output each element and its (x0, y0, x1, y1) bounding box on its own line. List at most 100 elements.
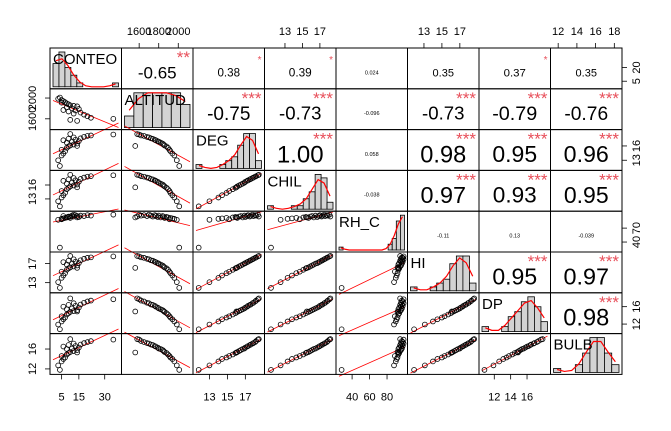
histogram-bar (596, 337, 605, 373)
scatter-point (77, 257, 84, 264)
fit-line (338, 306, 405, 337)
scatter-point (430, 318, 436, 325)
scatter-point (57, 244, 63, 251)
scatter-point (215, 216, 222, 222)
scatter-point (309, 213, 315, 219)
correlation-label: -0.73 (422, 103, 464, 124)
significance-stars: *** (528, 89, 548, 108)
histogram-bar (180, 104, 191, 129)
histogram-bar (540, 321, 548, 332)
scatter-point (206, 279, 213, 285)
histogram-bar (255, 160, 262, 169)
correlation-label: 0.058 (365, 152, 379, 158)
significance-stars: *** (599, 252, 619, 271)
correlation-label: -0.73 (279, 103, 321, 124)
scatter-point (76, 138, 82, 144)
tick-label: 5 (631, 78, 643, 84)
correlation-label: -0.65 (138, 63, 177, 82)
scatter-point (439, 354, 445, 361)
scatter-point (233, 265, 240, 271)
scatter-point (206, 362, 213, 369)
scatter-point (88, 212, 94, 219)
tick-label: 12 (631, 318, 643, 330)
scatter-point (293, 270, 300, 276)
scatter-point (256, 295, 262, 302)
scatter-point (67, 336, 74, 342)
scatter-point (132, 143, 139, 149)
scatter-point (171, 152, 178, 159)
tick-label: 17 (314, 26, 326, 38)
scatter-point (166, 313, 173, 320)
scatter-point (77, 176, 84, 182)
scatter-point (277, 362, 284, 369)
tick-label: 16 (521, 391, 533, 403)
scatter-point (152, 303, 159, 310)
scatter-point (255, 296, 261, 303)
fit-line (410, 298, 477, 334)
variable-label: DP (482, 296, 503, 313)
tick-label: 30 (99, 391, 111, 403)
scatter-point (470, 296, 477, 303)
scatter-point (430, 358, 436, 365)
scatter-point (268, 285, 274, 291)
significance-stars: *** (528, 130, 548, 149)
scatter-point (70, 175, 77, 181)
scatter-point (316, 213, 322, 219)
scatter-point (134, 171, 141, 178)
scatter-point (70, 134, 77, 141)
scatter-point (289, 215, 295, 222)
significance-stars: ** (177, 48, 191, 67)
panel-border (192, 292, 265, 335)
panel-border (478, 210, 551, 253)
scatter-point (144, 340, 150, 346)
correlation-label: 0.35 (576, 67, 597, 79)
fit-line (338, 346, 405, 377)
scatter-point (67, 253, 74, 259)
scatter-point (60, 303, 67, 310)
scatter-point (144, 213, 150, 219)
tick-label: 16 (631, 301, 643, 313)
density-line (270, 178, 331, 210)
density-line (340, 216, 403, 251)
scatter-point (88, 297, 94, 304)
variable-label: HI (411, 255, 426, 272)
scatter-point (134, 295, 141, 302)
scatter-point (60, 213, 67, 219)
scatter-point (219, 215, 225, 222)
scatter-point (303, 308, 310, 315)
scatter-point (223, 215, 230, 221)
tick-label: 15 (296, 26, 308, 38)
scatter-point (81, 299, 87, 306)
correlation-label: 0.95 (564, 182, 609, 208)
scatter-point (161, 264, 168, 271)
scatter-point (60, 356, 67, 362)
scatter-point (321, 211, 328, 218)
scatter-point (110, 211, 117, 218)
scatter-point (58, 268, 65, 275)
scatter-point (226, 353, 232, 359)
correlation-label: -0.75 (207, 104, 250, 125)
scatter-point (327, 213, 334, 220)
correlation-label: -0.76 (564, 104, 608, 125)
scatter-point (206, 321, 213, 328)
scatter-point (400, 336, 407, 343)
scatter-point (132, 214, 139, 221)
scatter-point (70, 110, 77, 117)
scatter-point (57, 203, 63, 210)
scatter-point (300, 311, 307, 318)
scatter-point (176, 285, 183, 291)
scatter-point (284, 358, 291, 365)
scatter-point (206, 216, 213, 223)
scatter-point (67, 171, 74, 178)
scatter-point (400, 253, 407, 260)
scatter-point (110, 253, 117, 260)
scatter-point (293, 215, 300, 221)
correlation-label: -0.11 (437, 234, 449, 240)
scatter-point (233, 214, 240, 221)
scatter-point (55, 279, 61, 285)
scatter-point (411, 326, 417, 333)
correlation-label: 0.39 (289, 66, 312, 80)
scatter-point (219, 192, 225, 199)
scatter-point (136, 211, 142, 218)
scatter-point (155, 305, 162, 312)
